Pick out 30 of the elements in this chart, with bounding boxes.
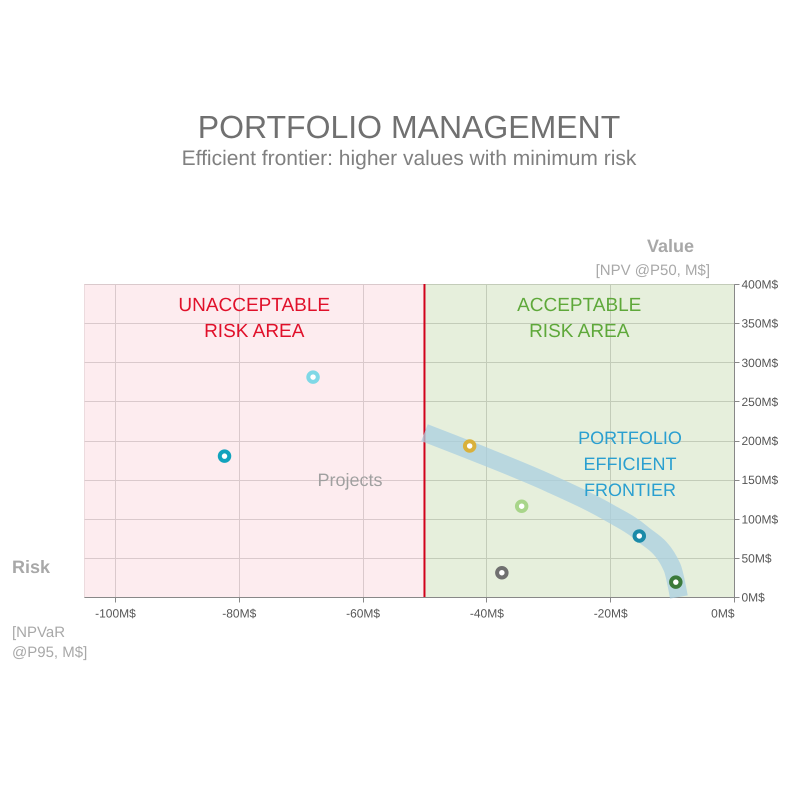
y-tick-label: 50M$ — [742, 551, 772, 566]
band-label: ACCEPTABLE RISK AREA — [517, 295, 642, 342]
point — [514, 499, 528, 513]
annotation: Projects — [317, 470, 383, 490]
x-tick-label: -60M$ — [346, 606, 380, 620]
point — [218, 449, 232, 463]
y-tick-label: 300M$ — [742, 356, 779, 370]
y-tick-label: 100M$ — [742, 512, 779, 526]
y-tick-label: 400M$ — [742, 278, 779, 292]
y-tick-label: 200M$ — [742, 434, 779, 448]
x-tick-label: -20M$ — [594, 606, 628, 620]
x-tick-label: -80M$ — [222, 606, 257, 620]
x-tick-label: 0M$ — [711, 606, 735, 620]
point — [462, 439, 476, 453]
y-axis-title: Value [NPV @P50, M$] — [596, 236, 710, 279]
x-tick-label: -100M$ — [95, 606, 136, 620]
y-tick-label: 0M$ — [742, 590, 766, 604]
annotation: PORTFOLIO EFFICIENT FRONTIER — [578, 428, 682, 500]
point — [669, 575, 683, 589]
point — [632, 529, 646, 543]
y-tick-label: 350M$ — [742, 316, 779, 331]
chart-title: PORTFOLIO MANAGEMENT — [198, 109, 620, 145]
band-label: UNACCEPTABLE RISK AREA — [178, 295, 330, 342]
y-tick-label: 150M$ — [742, 473, 779, 488]
point — [306, 370, 320, 384]
chart-subtitle: Efficient frontier: higher values with minimum risk — [182, 147, 637, 170]
text: Risk [NPVaR @P95, M$] — [12, 557, 88, 661]
point — [495, 566, 509, 580]
x-tick-label: -40M$ — [470, 606, 504, 620]
y-tick-label: 250M$ — [742, 394, 779, 409]
